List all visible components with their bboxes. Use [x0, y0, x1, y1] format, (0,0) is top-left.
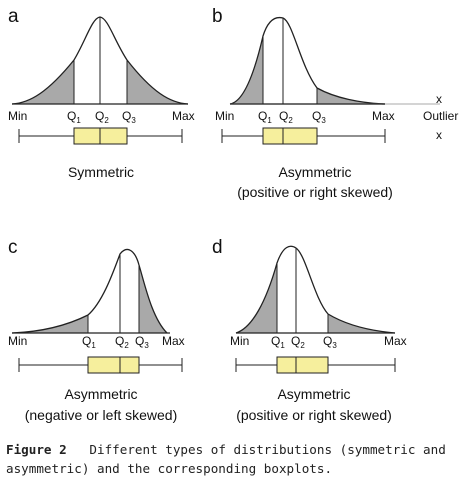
q3-label: Q3: [135, 334, 149, 350]
panel-letter-c: c: [8, 237, 18, 258]
upper-tail-shading: [328, 314, 395, 333]
panel-caption-line-2: (positive or right skewed): [237, 184, 393, 200]
upper-tail-shading: [127, 60, 188, 104]
panel-c: c Min Q1 Q2 Q3 Max Asymmetric (negative …: [8, 237, 185, 423]
q1-label: Q1: [271, 334, 285, 350]
lower-tail-shading: [230, 36, 263, 104]
panel-letter-d: d: [212, 237, 223, 258]
q2-label: Q2: [115, 334, 129, 350]
lower-tail-shading: [12, 60, 74, 104]
min-label: Min: [215, 109, 234, 123]
panel-caption-line-1: Symmetric: [68, 164, 134, 180]
lower-tail-shading: [236, 263, 277, 333]
min-label: Min: [8, 109, 27, 123]
panel-caption-line-1: Asymmetric: [277, 386, 350, 402]
panel-b: b x Min Q1 Q2 Q3 Max Outlier x Asymmetri…: [212, 6, 458, 200]
q2-label: Q2: [95, 109, 109, 125]
q2-label: Q2: [279, 109, 293, 125]
upper-tail-shading: [317, 88, 385, 104]
q3-label: Q3: [312, 109, 326, 125]
panel-a: a Min Q1 Q2 Q3 Max Symmetric: [8, 6, 195, 180]
max-label: Max: [384, 334, 407, 348]
q3-label: Q3: [323, 334, 337, 350]
max-label: Max: [172, 109, 195, 123]
boxplot: [18, 127, 183, 145]
max-label: Max: [372, 109, 395, 123]
iqr-box: [262, 127, 318, 145]
panel-caption-line-1: Asymmetric: [64, 386, 137, 402]
q2-label: Q2: [291, 334, 305, 350]
upper-tail-shading: [139, 265, 167, 333]
outlier-label: Outlier: [423, 109, 458, 123]
figure-caption: Figure 2 Different types of distribution…: [6, 440, 468, 478]
panel-letter-a: a: [8, 6, 19, 27]
boxplot: x: [221, 127, 442, 145]
max-label: Max: [162, 334, 185, 348]
min-label: Min: [230, 334, 249, 348]
boxplot: [235, 356, 396, 374]
q1-label: Q1: [67, 109, 81, 125]
panel-caption-line-2: (positive or right skewed): [236, 407, 392, 423]
outlier-mark-boxplot: x: [436, 128, 442, 142]
panel-letter-b: b: [212, 6, 223, 27]
q1-label: Q1: [82, 334, 96, 350]
figure-caption-label: Figure 2: [6, 442, 67, 457]
panel-caption-line-1: Asymmetric: [278, 164, 351, 180]
boxplot: [18, 356, 183, 374]
panel-caption-line-2: (negative or left skewed): [25, 407, 178, 423]
figure-caption-text: Different types of distributions (symmet…: [6, 442, 446, 476]
lower-tail-shading: [12, 315, 88, 333]
iqr-box: [276, 356, 329, 374]
q1-label: Q1: [258, 109, 272, 125]
iqr-box: [87, 356, 140, 374]
min-label: Min: [8, 334, 27, 348]
q3-label: Q3: [122, 109, 136, 125]
outlier-mark-curve: x: [436, 92, 442, 106]
panel-d: d Min Q1 Q2 Q3 Max Asymmetric (positive …: [212, 237, 407, 423]
